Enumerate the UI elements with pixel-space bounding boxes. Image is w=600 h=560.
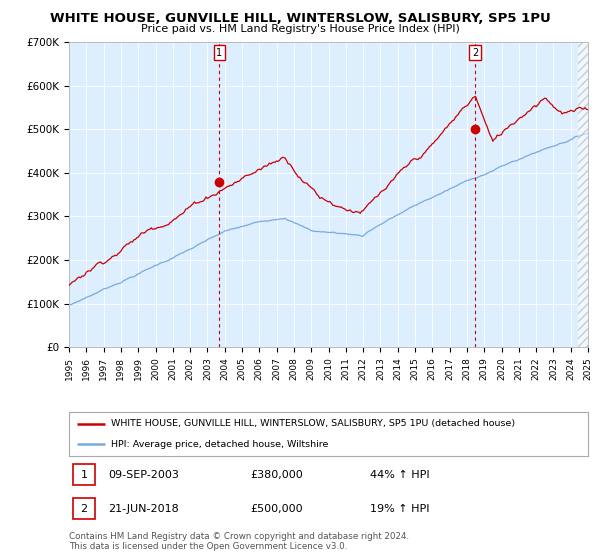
FancyBboxPatch shape	[73, 464, 95, 486]
Text: 19% ↑ HPI: 19% ↑ HPI	[370, 504, 430, 514]
Text: Price paid vs. HM Land Registry's House Price Index (HPI): Price paid vs. HM Land Registry's House …	[140, 24, 460, 34]
Polygon shape	[578, 42, 588, 347]
Text: 1: 1	[80, 470, 88, 479]
Text: 2: 2	[472, 48, 478, 58]
Text: WHITE HOUSE, GUNVILLE HILL, WINTERSLOW, SALISBURY, SP5 1PU (detached house): WHITE HOUSE, GUNVILLE HILL, WINTERSLOW, …	[110, 419, 515, 428]
Text: HPI: Average price, detached house, Wiltshire: HPI: Average price, detached house, Wilt…	[110, 440, 328, 449]
Text: 21-JUN-2018: 21-JUN-2018	[108, 504, 179, 514]
FancyBboxPatch shape	[73, 498, 95, 520]
Text: £380,000: £380,000	[251, 470, 304, 479]
Text: 1: 1	[216, 48, 223, 58]
Text: WHITE HOUSE, GUNVILLE HILL, WINTERSLOW, SALISBURY, SP5 1PU: WHITE HOUSE, GUNVILLE HILL, WINTERSLOW, …	[50, 12, 550, 25]
Text: 09-SEP-2003: 09-SEP-2003	[108, 470, 179, 479]
Text: Contains HM Land Registry data © Crown copyright and database right 2024.
This d: Contains HM Land Registry data © Crown c…	[69, 532, 409, 552]
Text: 44% ↑ HPI: 44% ↑ HPI	[370, 470, 430, 479]
Text: 2: 2	[80, 504, 88, 514]
Text: £500,000: £500,000	[251, 504, 303, 514]
